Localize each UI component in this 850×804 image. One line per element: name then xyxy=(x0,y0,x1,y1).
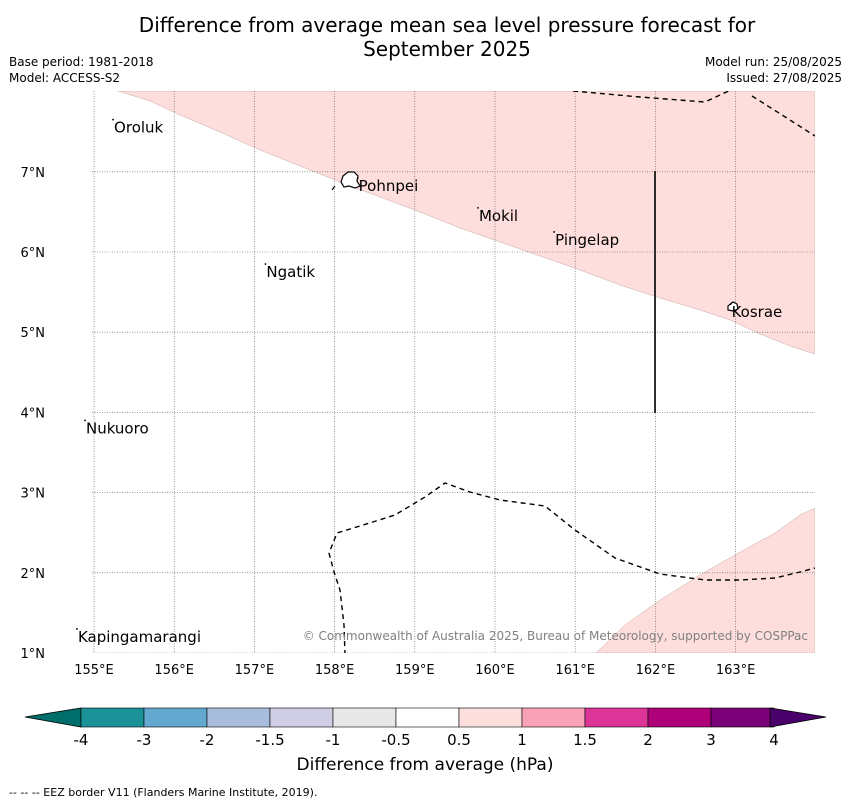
map: Oroluk Pohnpei Mokil Pingelap Ngatik Kosrae Nu… xyxy=(21,91,815,678)
colorbar-block xyxy=(584,707,649,728)
place-marker xyxy=(477,207,479,209)
place-label: Mokil xyxy=(479,207,518,225)
colorbar-tick-label: -3 xyxy=(137,731,152,749)
colorbar-tick-label: 3 xyxy=(706,731,716,749)
map-plot-area xyxy=(92,91,815,653)
place-label: Kosrae xyxy=(732,303,783,321)
colorbar-block xyxy=(80,707,145,728)
place-marker xyxy=(84,419,86,422)
place-marker xyxy=(264,263,267,265)
lon-tick-label: 157°E xyxy=(235,663,275,678)
model-name: Model: ACCESS-S2 xyxy=(9,71,121,85)
eez-border-note: -- -- -- EEZ border V11 (Flanders Marine… xyxy=(9,786,318,799)
copyright-notice: © Commonwealth of Australia 2025, Bureau… xyxy=(303,629,808,643)
colorbar-blocks xyxy=(80,707,775,728)
axis-labels: 155°E 156°E 157°E 158°E 159°E 160°E 161°E 162°E… xyxy=(21,166,756,678)
lon-tick-label: 159°E xyxy=(395,663,435,678)
place-label: Ngatik xyxy=(266,263,315,281)
place-labels: Oroluk Pohnpei Mokil Pingelap Ngatik Kosrae Nu… xyxy=(76,119,782,646)
lat-tick-label: 4°N xyxy=(21,406,46,421)
colorbar-block xyxy=(710,707,775,728)
colorbar-tick-label: -4 xyxy=(74,731,89,749)
colorbar-tick-label: -1.5 xyxy=(255,731,284,749)
place-marker xyxy=(729,303,732,306)
place-marker xyxy=(356,177,359,180)
title-line-2: September 2025 xyxy=(363,37,531,61)
colorbar-block xyxy=(143,707,208,728)
colorbar-tick-label: 2 xyxy=(643,731,653,749)
issued-date: Issued: 27/08/2025 xyxy=(726,71,842,85)
positive-anomaly-region-north xyxy=(117,91,815,355)
place-label: Oroluk xyxy=(114,119,163,137)
model-run: Model run: 25/08/2025 xyxy=(704,55,842,69)
lon-tick-label: 163°E xyxy=(716,663,756,678)
base-period: Base period: 1981-2018 xyxy=(9,55,154,69)
eez-border-south xyxy=(328,482,815,653)
chart-title: Difference from average mean sea level p… xyxy=(0,13,850,61)
pohnpei-island-icon xyxy=(340,171,361,189)
colorbar-block xyxy=(269,707,334,728)
lat-tick-label: 2°N xyxy=(21,567,46,582)
positive-anomaly-region-south xyxy=(595,507,815,653)
colorbar-tick-label: 4 xyxy=(769,731,779,749)
lon-tick-label: 158°E xyxy=(315,663,355,678)
colorbar-tick-label: -2 xyxy=(200,731,215,749)
place-marker xyxy=(112,118,114,121)
colorbar-block xyxy=(395,707,460,728)
lat-tick-label: 5°N xyxy=(21,326,46,341)
colorbar-title: Difference from average (hPa) xyxy=(296,755,554,775)
colorbar-tick-labels: -4 -3 -2 -1.5 -1 -0.5 0.5 1 1.5 2 3 4 xyxy=(74,731,779,749)
lon-tick-label: 160°E xyxy=(475,663,515,678)
colorbar-tick-label: -1 xyxy=(326,731,341,749)
lon-tick-label: 155°E xyxy=(74,663,114,678)
lat-tick-label: 3°N xyxy=(21,487,46,502)
colorbar-block xyxy=(647,707,712,728)
lon-tick-label: 162°E xyxy=(636,663,676,678)
place-label: Nukuoro xyxy=(86,419,149,437)
lon-tick-label: 156°E xyxy=(154,663,194,678)
colorbar-tick-label: -0.5 xyxy=(381,731,410,749)
lat-tick-label: 6°N xyxy=(21,246,46,261)
colorbar-block xyxy=(521,707,586,728)
pohnpei-fragment xyxy=(331,185,336,191)
colorbar-tick-label: 0.5 xyxy=(447,731,471,749)
title-line-1: Difference from average mean sea level p… xyxy=(138,13,756,37)
place-label: Pingelap xyxy=(555,231,619,249)
eez-border-north xyxy=(572,91,815,137)
place-label: Pohnpei xyxy=(359,177,419,195)
place-marker xyxy=(76,628,78,630)
colorbar-block xyxy=(458,707,523,728)
lon-tick-label: 161°E xyxy=(555,663,595,678)
place-label: Kapingamarangi xyxy=(78,628,201,646)
colorbar-block xyxy=(332,707,397,728)
lat-tick-label: 7°N xyxy=(21,166,46,181)
colorbar-tick-label: 1.5 xyxy=(573,731,597,749)
colorbar-block xyxy=(206,707,271,728)
colorbar-under-arrow xyxy=(24,707,82,728)
lat-tick-label: 1°N xyxy=(21,647,46,662)
colorbar-tick-label: 1 xyxy=(517,731,527,749)
colorbar-over-arrow xyxy=(769,707,827,728)
place-marker xyxy=(553,231,556,233)
